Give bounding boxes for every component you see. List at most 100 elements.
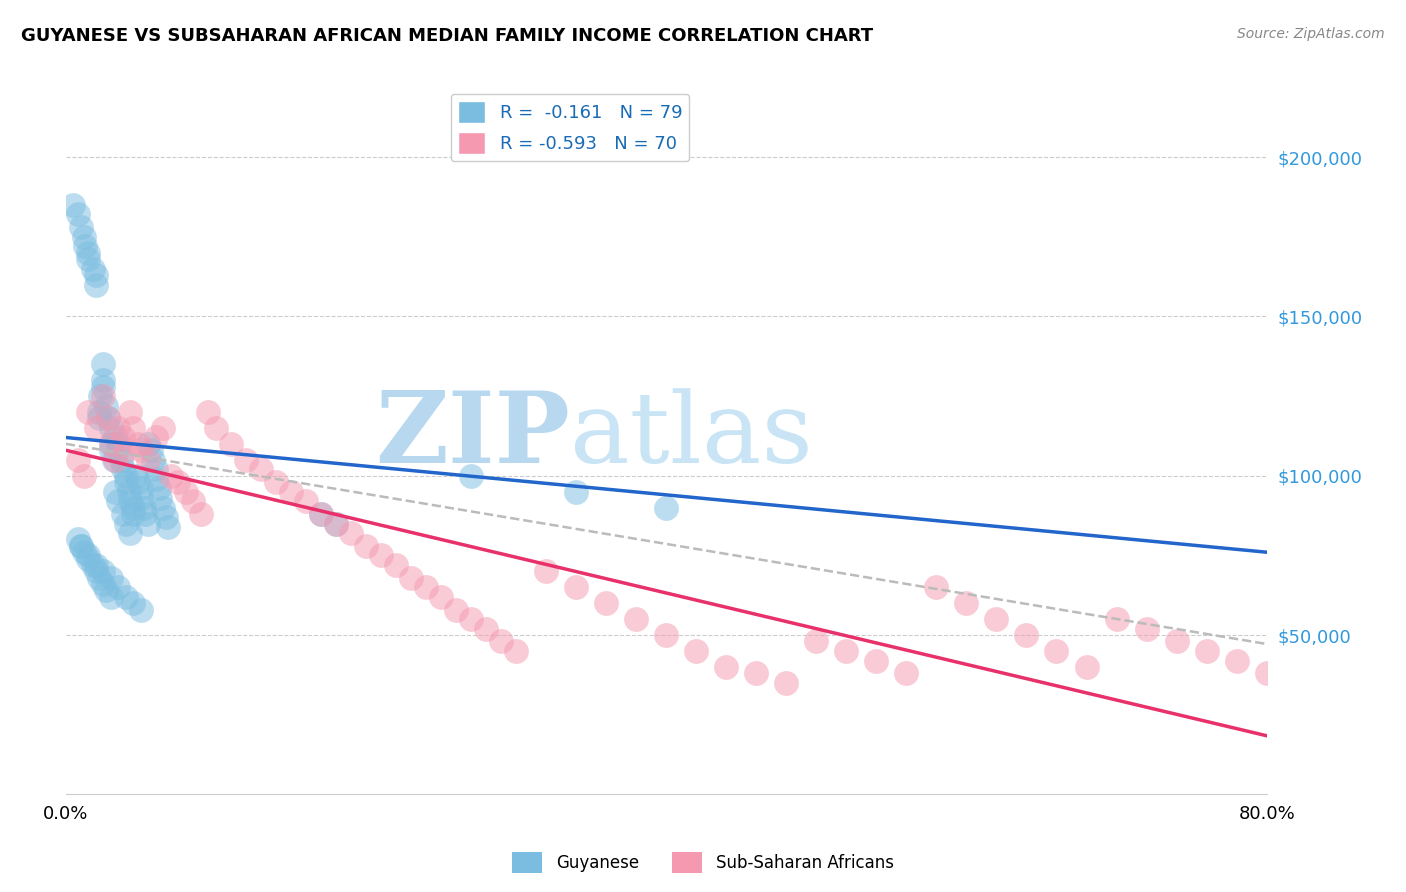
Point (655, 628, 678, 642)
Point (264, 475, 287, 489)
Point (138, 452, 160, 467)
Point (69, 539, 91, 553)
Point (100, 421, 122, 435)
Point (745, 666, 768, 681)
Point (925, 580, 948, 594)
Point (84, 421, 107, 435)
Point (73, 229, 96, 244)
Point (91, 564, 114, 578)
Point (145, 472, 167, 486)
Point (115, 443, 138, 458)
Point (325, 516, 347, 531)
Point (87, 571, 110, 585)
Point (505, 644, 527, 658)
Point (122, 596, 145, 610)
Point (595, 596, 617, 610)
Point (655, 500, 678, 515)
Point (565, 580, 588, 594)
Point (716, 660, 738, 674)
Point (84, 277, 107, 292)
Point (127, 475, 149, 489)
Point (87, 405, 110, 419)
Point (1135, 622, 1157, 636)
Point (955, 596, 977, 610)
Point (66, 533, 89, 547)
Point (118, 484, 141, 499)
Point (444, 602, 467, 616)
Point (91, 389, 114, 403)
Point (138, 437, 160, 451)
Point (430, 590, 453, 604)
Point (104, 452, 127, 467)
Point (475, 622, 498, 636)
Point (104, 484, 127, 499)
Point (115, 468, 138, 483)
Point (460, 612, 482, 626)
Point (111, 462, 134, 476)
Point (197, 405, 219, 419)
Point (122, 507, 145, 521)
Point (160, 468, 183, 483)
Point (111, 430, 134, 444)
Point (111, 507, 134, 521)
Point (96, 399, 118, 413)
Point (624, 612, 647, 626)
Point (205, 421, 228, 435)
Point (370, 549, 392, 563)
Point (100, 590, 122, 604)
Point (1015, 628, 1038, 642)
Point (235, 452, 257, 467)
Point (66, 207, 89, 221)
Point (865, 654, 887, 668)
Point (295, 494, 318, 508)
Point (84, 564, 107, 578)
Text: Source: ZipAtlas.com: Source: ZipAtlas.com (1237, 27, 1385, 41)
Point (115, 475, 138, 489)
Text: GUYANESE VS SUBSAHARAN AFRICAN MEDIAN FAMILY INCOME CORRELATION CHART: GUYANESE VS SUBSAHARAN AFRICAN MEDIAN FA… (21, 27, 873, 45)
Point (141, 443, 163, 458)
Point (122, 500, 145, 515)
Point (115, 590, 138, 604)
Point (152, 421, 174, 435)
Point (100, 571, 122, 585)
Point (129, 443, 152, 458)
Point (415, 580, 437, 594)
Point (129, 491, 152, 505)
Point (1195, 644, 1218, 658)
Point (77, 551, 100, 566)
Point (115, 516, 138, 531)
Point (1256, 666, 1278, 681)
Point (132, 500, 155, 515)
Point (77, 549, 100, 563)
Point (1045, 644, 1067, 658)
Point (122, 421, 145, 435)
Point (167, 475, 190, 489)
Point (69, 220, 91, 235)
Point (1076, 660, 1098, 674)
Point (87, 411, 110, 425)
Point (896, 666, 918, 681)
Point (100, 437, 122, 451)
Point (134, 507, 156, 521)
Point (145, 462, 167, 476)
Point (1166, 634, 1188, 648)
Point (138, 516, 160, 531)
Point (986, 612, 1008, 626)
Point (219, 437, 242, 451)
Point (125, 468, 148, 483)
Point (354, 539, 377, 553)
Point (534, 564, 557, 578)
Point (103, 452, 125, 467)
Point (77, 245, 100, 260)
Point (145, 430, 167, 444)
Point (77, 405, 100, 419)
Point (107, 443, 129, 458)
Point (685, 644, 707, 658)
Point (73, 468, 96, 483)
Point (104, 430, 127, 444)
Point (91, 373, 114, 387)
Point (75, 239, 97, 253)
Point (107, 580, 129, 594)
Point (190, 507, 212, 521)
Point (82, 558, 104, 572)
